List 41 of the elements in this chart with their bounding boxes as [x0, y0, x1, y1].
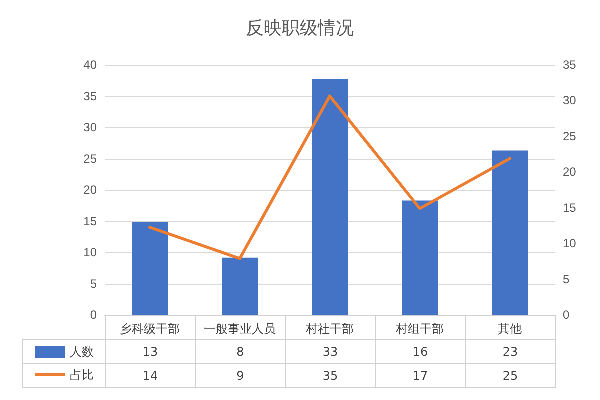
y2-tick-label: 35 — [563, 58, 577, 72]
bar — [312, 79, 348, 315]
y-tick-label: 15 — [84, 214, 98, 228]
data-label: 23 — [466, 340, 556, 364]
x-tick-label: 村社干部 — [305, 322, 354, 336]
legend-label: 占比 — [70, 368, 94, 382]
legend-label: 人数 — [70, 345, 94, 359]
y-tick-label: 10 — [84, 246, 98, 260]
y-tick-label: 25 — [84, 152, 98, 166]
chart-title: 反映职级情况 — [246, 18, 354, 38]
bar — [402, 200, 438, 315]
y2-tick-label: 25 — [563, 129, 577, 144]
y2-tick-label: 10 — [563, 236, 577, 251]
y-tick-label: 0 — [90, 308, 98, 322]
x-tick-label: 其他 — [498, 322, 522, 336]
y-tick-label: 30 — [84, 120, 98, 134]
x-tick-label: 村组干部 — [395, 322, 444, 336]
data-label: 14 — [106, 364, 196, 388]
x-tick-label: 乡科级干部 — [120, 322, 180, 336]
data-label: 33 — [286, 340, 376, 364]
y-tick-label: 40 — [84, 58, 98, 72]
y-tick-label: 35 — [84, 89, 98, 104]
bar — [222, 258, 258, 315]
y2-tick-label: 0 — [563, 308, 570, 322]
y-tick-label: 5 — [90, 276, 98, 291]
y2-tick-label: 20 — [563, 165, 577, 180]
x-tick-label: 一般事业人员 — [204, 322, 276, 336]
y2-tick-label: 5 — [563, 272, 570, 286]
data-label: 9 — [196, 364, 286, 388]
data-label: 8 — [196, 340, 286, 364]
bar — [132, 222, 168, 315]
data-label: 16 — [376, 340, 466, 364]
data-label: 17 — [376, 364, 466, 388]
y-tick-label: 20 — [84, 183, 98, 197]
y2-tick-label: 15 — [563, 200, 577, 215]
data-label: 35 — [286, 364, 376, 388]
line-series — [148, 94, 512, 260]
data-label: 25 — [466, 364, 556, 388]
data-label: 13 — [106, 340, 196, 364]
bar — [492, 150, 528, 315]
y2-tick-label: 30 — [563, 94, 577, 108]
